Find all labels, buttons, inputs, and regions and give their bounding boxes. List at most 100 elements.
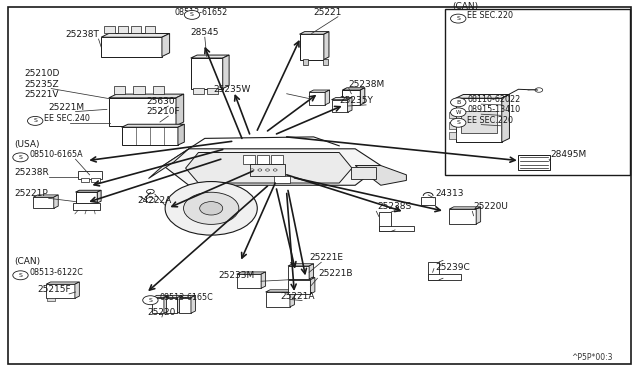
Polygon shape bbox=[502, 94, 509, 142]
Text: 25235Y: 25235Y bbox=[339, 96, 373, 105]
Bar bbox=[101, 37, 162, 57]
Bar bbox=[118, 26, 128, 33]
Bar bbox=[73, 202, 100, 210]
Polygon shape bbox=[186, 153, 352, 183]
Bar bbox=[109, 98, 176, 126]
Text: (CAN): (CAN) bbox=[14, 257, 40, 266]
Bar bbox=[456, 98, 502, 142]
Bar bbox=[114, 86, 125, 94]
Text: S: S bbox=[33, 118, 37, 124]
Bar bbox=[449, 132, 456, 139]
Text: EE SEC.220: EE SEC.220 bbox=[467, 12, 513, 20]
Circle shape bbox=[451, 98, 466, 107]
Bar bbox=[237, 274, 261, 288]
Bar bbox=[266, 292, 290, 307]
Polygon shape bbox=[310, 278, 315, 294]
Text: B: B bbox=[456, 100, 460, 105]
Text: 25239C: 25239C bbox=[435, 263, 470, 272]
Circle shape bbox=[200, 202, 223, 215]
Text: 25235Z: 25235Z bbox=[24, 80, 59, 89]
Circle shape bbox=[13, 153, 28, 162]
Bar bbox=[288, 266, 309, 279]
Text: 25238S: 25238S bbox=[378, 202, 412, 211]
Text: EE SEC.220: EE SEC.220 bbox=[467, 116, 513, 125]
Polygon shape bbox=[148, 149, 189, 179]
Text: ^P5P*00:3: ^P5P*00:3 bbox=[572, 353, 613, 362]
Bar bbox=[250, 164, 285, 176]
Text: S: S bbox=[19, 155, 22, 160]
Bar bbox=[257, 155, 269, 164]
Text: (USA): (USA) bbox=[14, 140, 40, 149]
Text: 25210D: 25210D bbox=[24, 69, 60, 78]
Text: 25630: 25630 bbox=[146, 97, 175, 106]
Bar bbox=[46, 284, 75, 298]
Text: (CAN): (CAN) bbox=[452, 2, 478, 11]
Bar bbox=[271, 155, 283, 164]
Polygon shape bbox=[355, 166, 406, 185]
Polygon shape bbox=[176, 94, 184, 126]
Circle shape bbox=[184, 192, 239, 224]
Bar bbox=[449, 209, 476, 224]
Text: 25221A: 25221A bbox=[280, 292, 315, 301]
Bar bbox=[449, 122, 456, 129]
Circle shape bbox=[146, 198, 155, 203]
Bar bbox=[428, 262, 439, 280]
Polygon shape bbox=[163, 149, 381, 185]
Bar bbox=[461, 111, 497, 133]
Polygon shape bbox=[237, 272, 266, 274]
Circle shape bbox=[451, 118, 466, 127]
Bar bbox=[379, 225, 414, 231]
Circle shape bbox=[258, 169, 262, 171]
Polygon shape bbox=[191, 55, 229, 58]
Text: 25221M: 25221M bbox=[48, 103, 84, 112]
Polygon shape bbox=[476, 207, 481, 224]
Circle shape bbox=[165, 182, 257, 235]
Text: 08110-62022: 08110-62022 bbox=[467, 95, 520, 104]
Bar bbox=[152, 298, 164, 313]
Text: 28495M: 28495M bbox=[550, 150, 587, 159]
Text: 25238R: 25238R bbox=[14, 168, 49, 177]
Polygon shape bbox=[164, 295, 168, 313]
Polygon shape bbox=[261, 272, 266, 288]
Circle shape bbox=[250, 169, 254, 171]
Bar bbox=[122, 127, 178, 145]
Bar bbox=[179, 298, 191, 313]
Text: 08513-6165C: 08513-6165C bbox=[159, 293, 213, 302]
Bar bbox=[300, 34, 324, 60]
Polygon shape bbox=[33, 195, 58, 197]
Bar bbox=[309, 92, 325, 105]
Circle shape bbox=[273, 169, 277, 171]
Text: 25221E: 25221E bbox=[309, 253, 343, 262]
Polygon shape bbox=[456, 94, 509, 98]
Bar bbox=[47, 298, 55, 301]
Bar bbox=[131, 26, 141, 33]
Bar bbox=[332, 100, 348, 112]
Text: 24222A: 24222A bbox=[138, 196, 172, 205]
Circle shape bbox=[535, 88, 543, 92]
Bar bbox=[153, 86, 164, 94]
Bar bbox=[518, 155, 550, 170]
Polygon shape bbox=[76, 190, 101, 192]
Polygon shape bbox=[75, 282, 79, 298]
Polygon shape bbox=[178, 124, 184, 145]
Bar bbox=[92, 179, 100, 182]
Text: W: W bbox=[456, 110, 461, 115]
Text: 08510-6165A: 08510-6165A bbox=[29, 150, 83, 159]
Text: 08915-13410: 08915-13410 bbox=[467, 105, 520, 114]
Circle shape bbox=[266, 169, 269, 171]
Polygon shape bbox=[166, 295, 182, 298]
Text: S: S bbox=[19, 273, 22, 278]
Circle shape bbox=[184, 10, 200, 19]
Bar bbox=[445, 9, 630, 175]
Bar bbox=[303, 59, 308, 65]
Polygon shape bbox=[309, 264, 314, 279]
Bar bbox=[81, 179, 89, 182]
Polygon shape bbox=[162, 33, 170, 57]
Text: 25221P: 25221P bbox=[14, 189, 48, 198]
Bar bbox=[193, 88, 204, 94]
Text: 08513-61652: 08513-61652 bbox=[175, 8, 228, 17]
Polygon shape bbox=[325, 90, 330, 105]
Text: 28545: 28545 bbox=[191, 28, 219, 37]
Polygon shape bbox=[122, 124, 184, 127]
Text: S: S bbox=[148, 298, 152, 303]
